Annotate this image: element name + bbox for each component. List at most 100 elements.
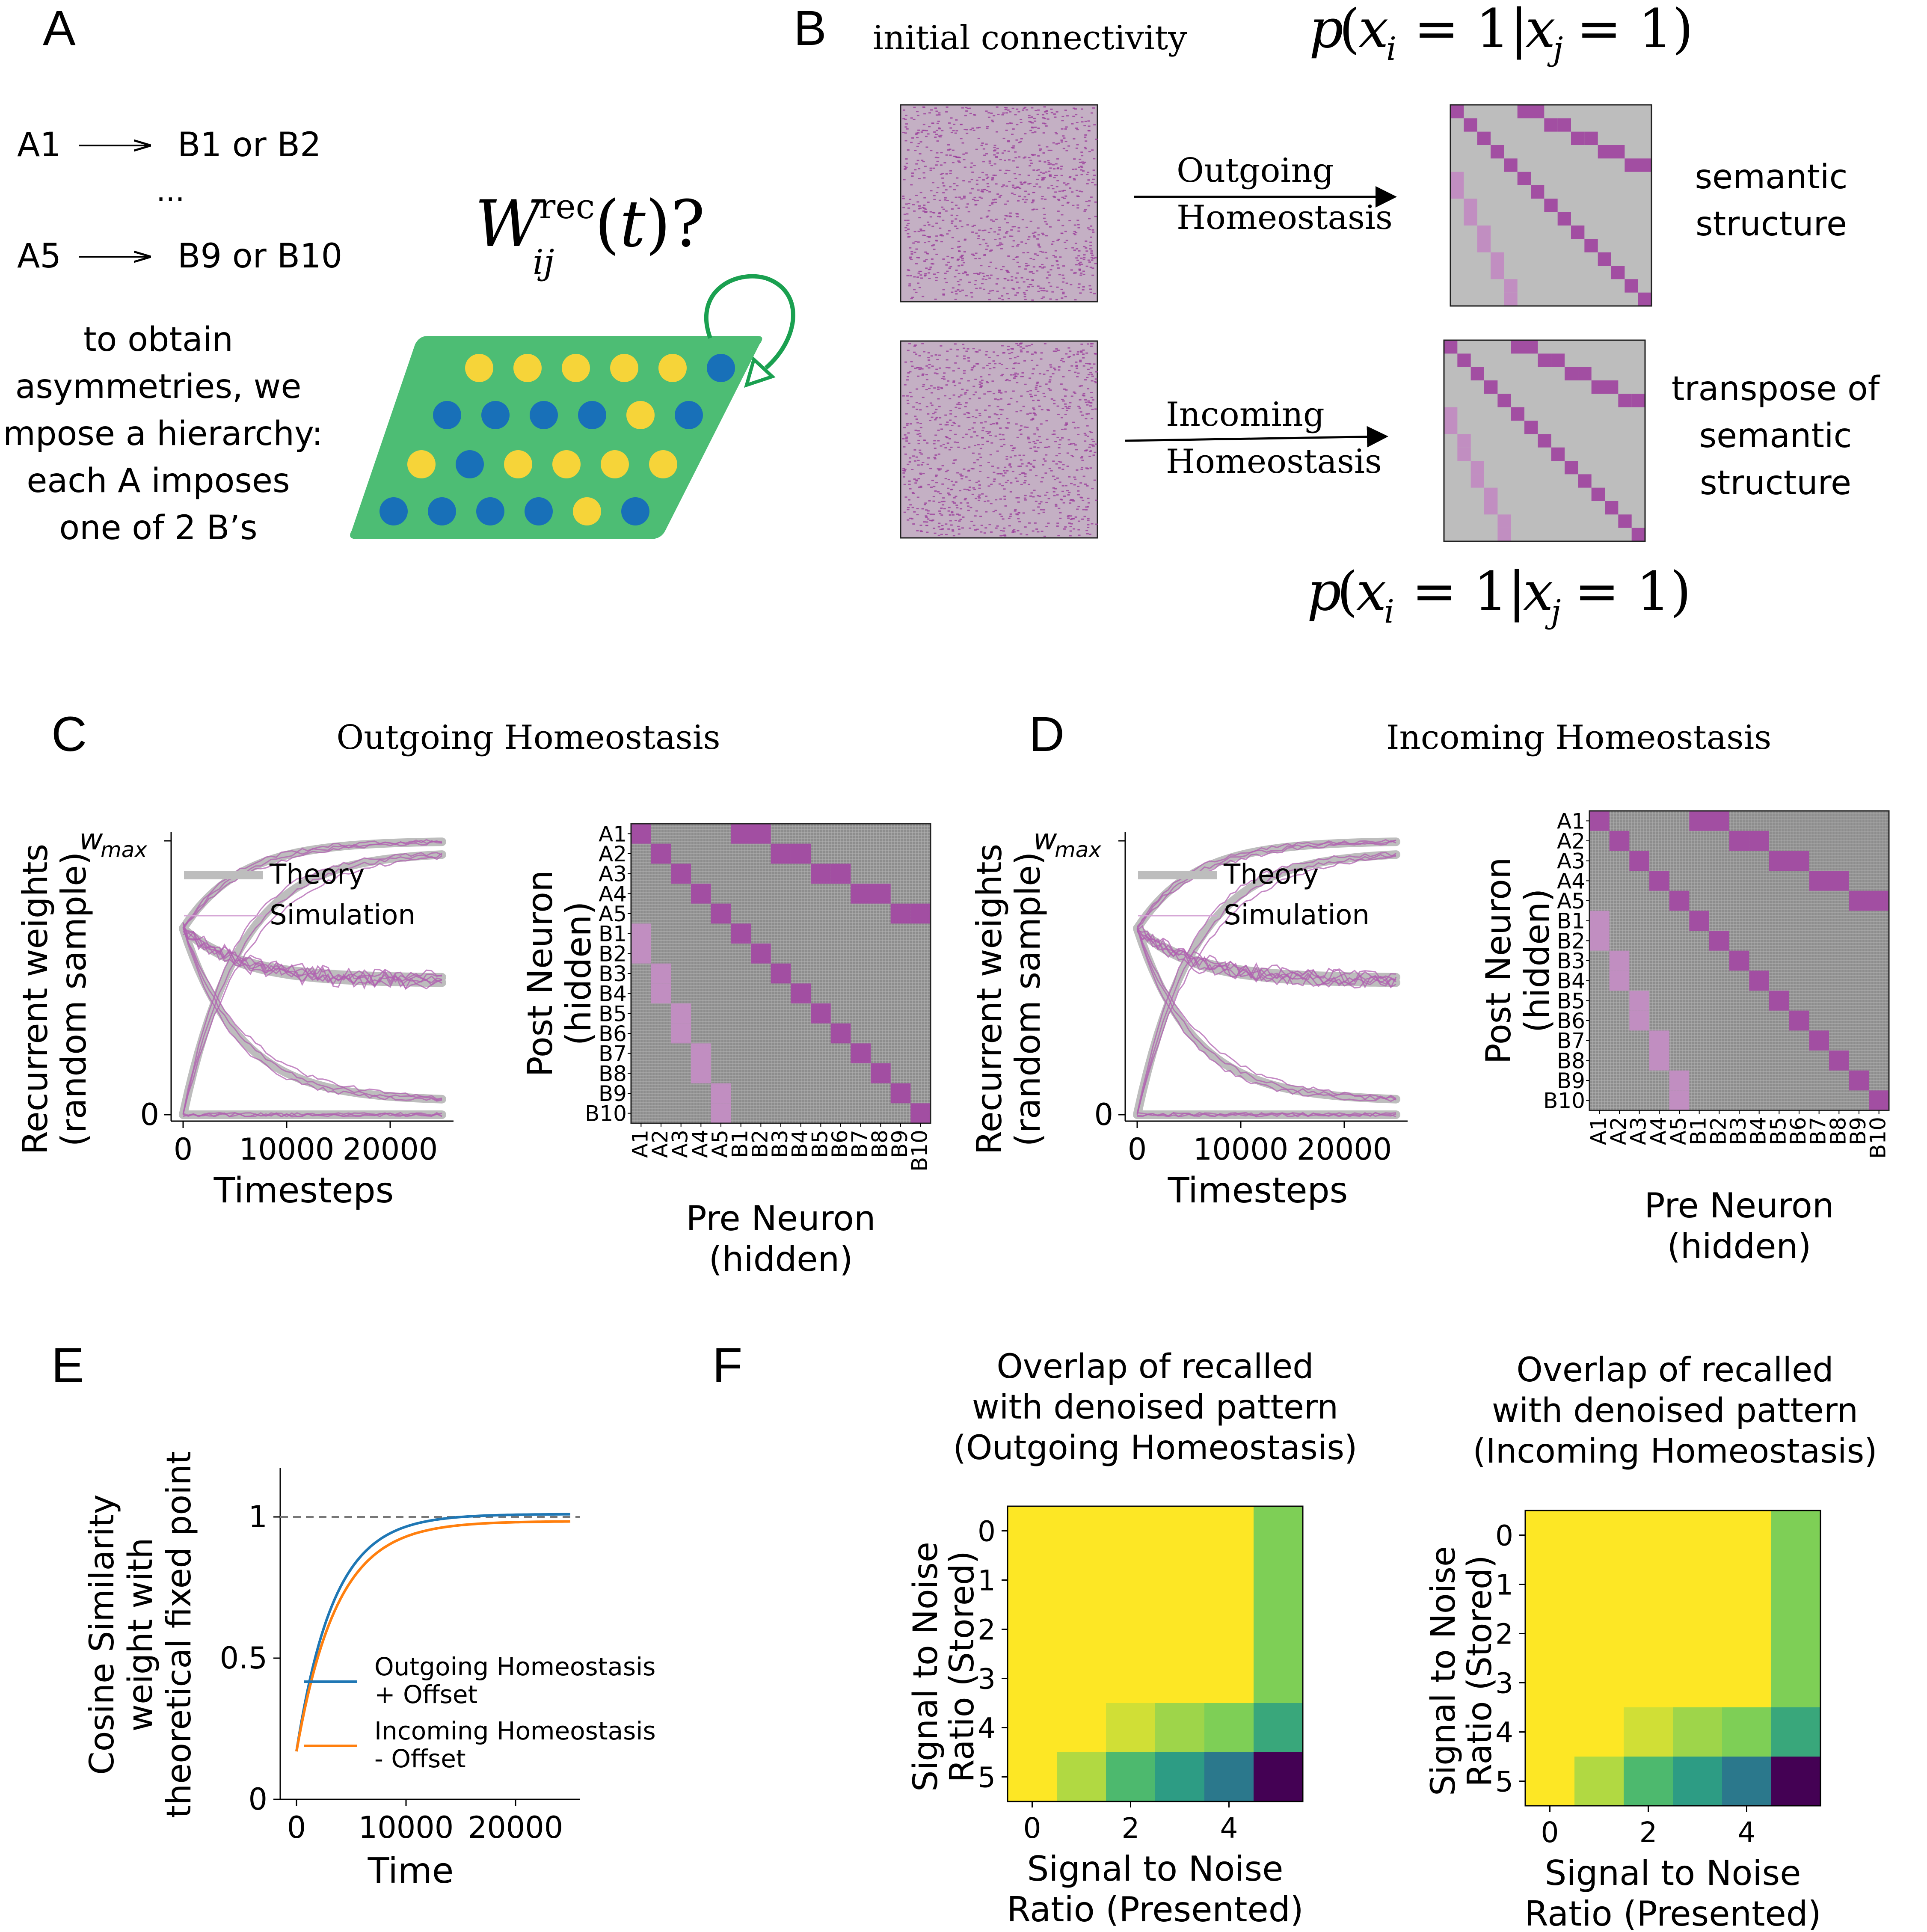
matrix-block (691, 1043, 711, 1063)
noise-mark (926, 442, 929, 444)
noise-mark (1037, 291, 1040, 292)
heat-cell (1722, 1511, 1772, 1560)
noise-mark (1032, 418, 1035, 419)
noise-mark (959, 490, 962, 492)
noise-mark (1081, 460, 1084, 461)
noise-mark (1047, 498, 1050, 499)
noise-mark (937, 440, 940, 442)
noise-mark (1006, 293, 1009, 294)
noise-mark (957, 160, 960, 162)
matrix-block (1729, 950, 1749, 971)
heat-cell (1673, 1757, 1722, 1806)
noise-mark (998, 244, 1001, 246)
noise-mark (964, 272, 967, 273)
heat-cell (1771, 1757, 1821, 1806)
noise-mark (948, 267, 951, 269)
noise-mark (992, 199, 995, 201)
noise-mark (950, 481, 953, 482)
noise-mark (981, 191, 984, 193)
noise-mark (980, 217, 983, 219)
noise-mark (909, 256, 912, 258)
col-label: B5 (807, 1130, 832, 1158)
noise-mark (949, 148, 952, 150)
noise-mark (952, 501, 955, 503)
noise-mark (1087, 179, 1090, 181)
noise-mark (971, 226, 974, 227)
noise-mark (959, 279, 962, 281)
ellipsis: ... (156, 173, 185, 208)
noise-mark (950, 214, 953, 216)
noise-mark (1020, 241, 1023, 243)
noise-mark (916, 111, 919, 113)
noise-mark (966, 107, 969, 109)
noise-mark (986, 183, 989, 184)
noise-mark (971, 367, 974, 368)
noise-mark (1077, 490, 1080, 492)
noise-mark (916, 508, 919, 510)
noise-mark (1061, 214, 1064, 216)
noise-mark (935, 240, 938, 242)
noise-mark (950, 446, 953, 448)
row-label: B6 (599, 1021, 627, 1046)
noise-mark (1043, 374, 1046, 375)
noise-mark (922, 106, 925, 108)
noise-mark (1073, 528, 1076, 530)
noise-mark (1037, 531, 1040, 533)
noise-mark (953, 124, 956, 125)
col-label: B9 (1846, 1117, 1871, 1145)
noise-mark (1094, 408, 1097, 410)
noise-mark (905, 158, 908, 160)
noise-mark (1079, 292, 1082, 294)
noise-mark (1048, 170, 1051, 172)
noise-mark (1051, 433, 1054, 435)
noise-mark (1092, 454, 1095, 456)
noise-mark (931, 520, 934, 522)
noise-mark (1094, 257, 1097, 258)
col-label: A3 (668, 1130, 693, 1158)
noise-mark (976, 528, 979, 530)
noise-mark (1062, 293, 1065, 294)
noise-mark (949, 410, 952, 412)
noise-mark (946, 270, 949, 272)
noise-mark (958, 528, 961, 530)
noise-mark (1094, 216, 1097, 217)
noise-mark (1041, 177, 1044, 179)
noise-mark (970, 468, 973, 469)
row-label: A2 (1557, 829, 1585, 854)
noise-mark (1033, 118, 1036, 119)
noise-mark (938, 354, 941, 356)
noise-mark (1089, 372, 1092, 374)
matrix-block (1598, 252, 1611, 266)
noise-mark (1082, 273, 1085, 275)
row-label: B2 (1557, 929, 1585, 953)
col-label: B1 (1686, 1117, 1711, 1145)
noise-mark (909, 275, 912, 276)
noise-mark (948, 122, 951, 124)
noise-mark (909, 504, 912, 506)
noise-mark (999, 159, 1002, 160)
noise-mark (1026, 391, 1029, 392)
noise-mark (1029, 130, 1032, 131)
matrix-block (791, 843, 811, 864)
noise-mark (1031, 107, 1034, 109)
noise-mark (949, 266, 952, 267)
noise-mark (1091, 267, 1094, 269)
heat-cell (1008, 1555, 1057, 1605)
noise-mark (1024, 480, 1027, 481)
rule2-right: B9 or B10 (178, 237, 342, 276)
noise-mark (1065, 240, 1068, 241)
noise-mark (948, 230, 951, 231)
noise-mark (1014, 376, 1017, 377)
noise-mark (1083, 516, 1086, 517)
noise-mark (904, 469, 907, 470)
noise-mark (1070, 455, 1073, 457)
noise-mark (1020, 376, 1023, 377)
noise-mark (965, 433, 968, 435)
noise-mark (1082, 270, 1085, 272)
noise-mark (1056, 405, 1059, 407)
noise-mark (907, 509, 910, 510)
simulation-line (182, 840, 442, 927)
noise-mark (1041, 409, 1044, 410)
noise-mark (1052, 400, 1055, 401)
noise-mark (1043, 535, 1046, 537)
